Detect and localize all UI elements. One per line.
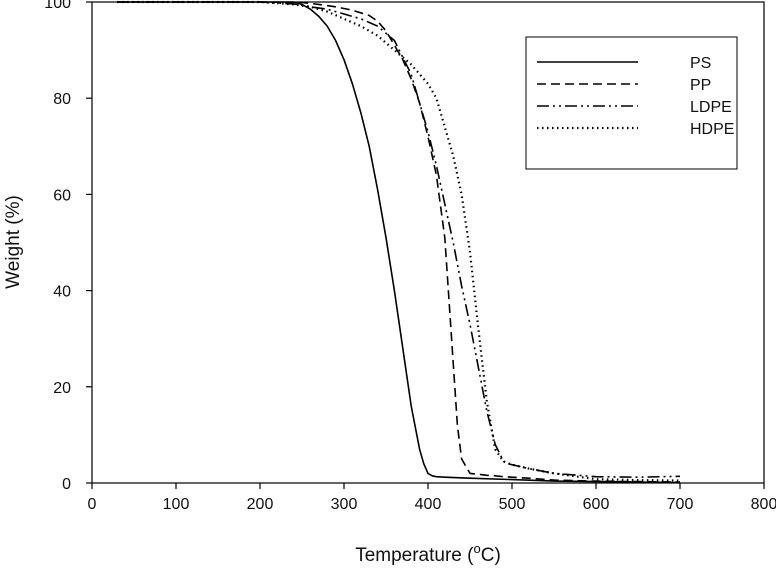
y-tick-label: 40 bbox=[53, 284, 71, 301]
series-line-pp bbox=[117, 1, 681, 483]
y-tick-label: 100 bbox=[44, 0, 71, 12]
x-tick-label: 300 bbox=[331, 496, 358, 513]
y-tick-label: 0 bbox=[62, 476, 71, 493]
x-tick-label: 500 bbox=[499, 496, 526, 513]
y-tick-label: 60 bbox=[53, 187, 71, 204]
x-axis: 0 100 200 300 400 500 600 700 800 bbox=[88, 483, 776, 513]
x-axis-title: Temperature (oC) bbox=[355, 541, 501, 566]
y-tick-label: 80 bbox=[53, 91, 71, 108]
legend-label-hdpe: HDPE bbox=[690, 121, 734, 138]
x-tick-label: 700 bbox=[667, 496, 694, 513]
series-line-hdpe bbox=[117, 0, 681, 482]
y-axis-title: Weight (%) bbox=[3, 195, 24, 289]
x-tick-label: 400 bbox=[415, 496, 442, 513]
legend-label-ldpe: LDPE bbox=[690, 99, 732, 116]
x-tick-label: 200 bbox=[247, 496, 274, 513]
legend-label-pp: PP bbox=[690, 77, 711, 94]
series-line-ldpe bbox=[117, 1, 681, 478]
x-tick-label: 0 bbox=[88, 496, 97, 513]
series-lines bbox=[117, 0, 681, 484]
y-tick-label: 20 bbox=[53, 380, 71, 397]
x-tick-label: 600 bbox=[583, 496, 610, 513]
legend: PS PP LDPE HDPE bbox=[525, 36, 738, 170]
legend-box bbox=[525, 36, 738, 170]
y-axis: 0 20 40 60 80 100 bbox=[44, 0, 92, 493]
x-tick-label: 800 bbox=[751, 496, 776, 513]
series-line-ps bbox=[117, 1, 681, 484]
x-tick-label: 100 bbox=[163, 496, 190, 513]
legend-label-ps: PS bbox=[690, 55, 711, 72]
x-axis-title-superscript: o bbox=[473, 541, 480, 556]
